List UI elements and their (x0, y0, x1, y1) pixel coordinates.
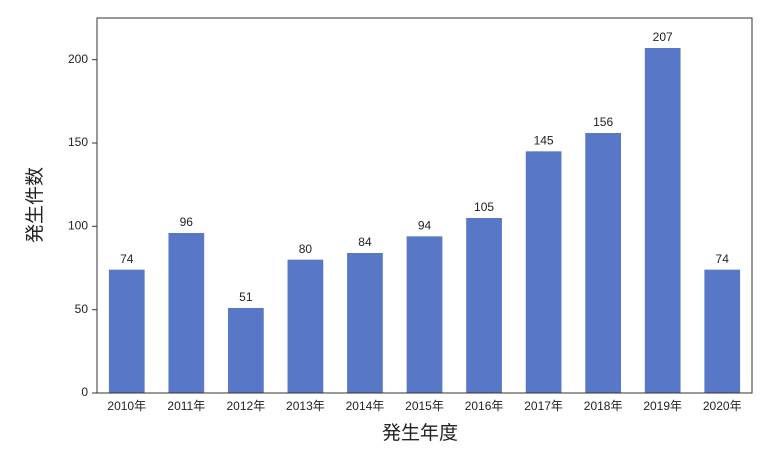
plot-frame (96, 17, 753, 394)
bar (644, 48, 681, 393)
y-tick-label: 0 (81, 385, 88, 399)
x-tick-label: 2013年 (286, 399, 325, 413)
bar (525, 151, 562, 393)
y-axis-title: 発生件数 (24, 167, 46, 243)
data-label: 74 (716, 252, 730, 266)
data-label: 156 (593, 115, 613, 129)
bar (228, 308, 264, 393)
x-tick-label: 2018年 (584, 399, 623, 413)
bar (168, 233, 205, 393)
x-tick-label: 2014年 (346, 399, 385, 413)
bar (585, 133, 621, 393)
y-tick-label: 100 (68, 219, 88, 233)
x-tick-label: 2017年 (524, 399, 563, 413)
bar (347, 253, 383, 393)
data-label: 80 (299, 242, 313, 256)
bar (108, 269, 145, 393)
x-tick-label: 2012年 (227, 399, 266, 413)
data-label: 94 (418, 219, 432, 233)
data-label: 74 (120, 252, 134, 266)
data-label: 105 (474, 200, 494, 214)
x-axis-title: 発生年度 (382, 422, 458, 444)
x-tick-label: 2019年 (643, 399, 682, 413)
data-label: 96 (180, 215, 194, 229)
data-label: 207 (653, 30, 673, 44)
x-tick-label: 2020年 (703, 399, 742, 413)
y-tick-label: 200 (68, 52, 88, 66)
bar (406, 236, 443, 393)
x-tick-label: 2011年 (167, 399, 205, 413)
data-label: 84 (358, 235, 372, 249)
bar (287, 259, 324, 393)
x-tick-label: 2016年 (465, 399, 504, 413)
bar (704, 269, 741, 393)
x-tick-label: 2010年 (107, 399, 146, 413)
x-tick-label: 2015年 (405, 399, 444, 413)
data-label: 51 (239, 290, 253, 304)
y-tick-label: 50 (75, 302, 89, 316)
y-tick-label: 150 (68, 135, 88, 149)
data-label: 145 (534, 134, 554, 148)
bar (466, 218, 502, 393)
